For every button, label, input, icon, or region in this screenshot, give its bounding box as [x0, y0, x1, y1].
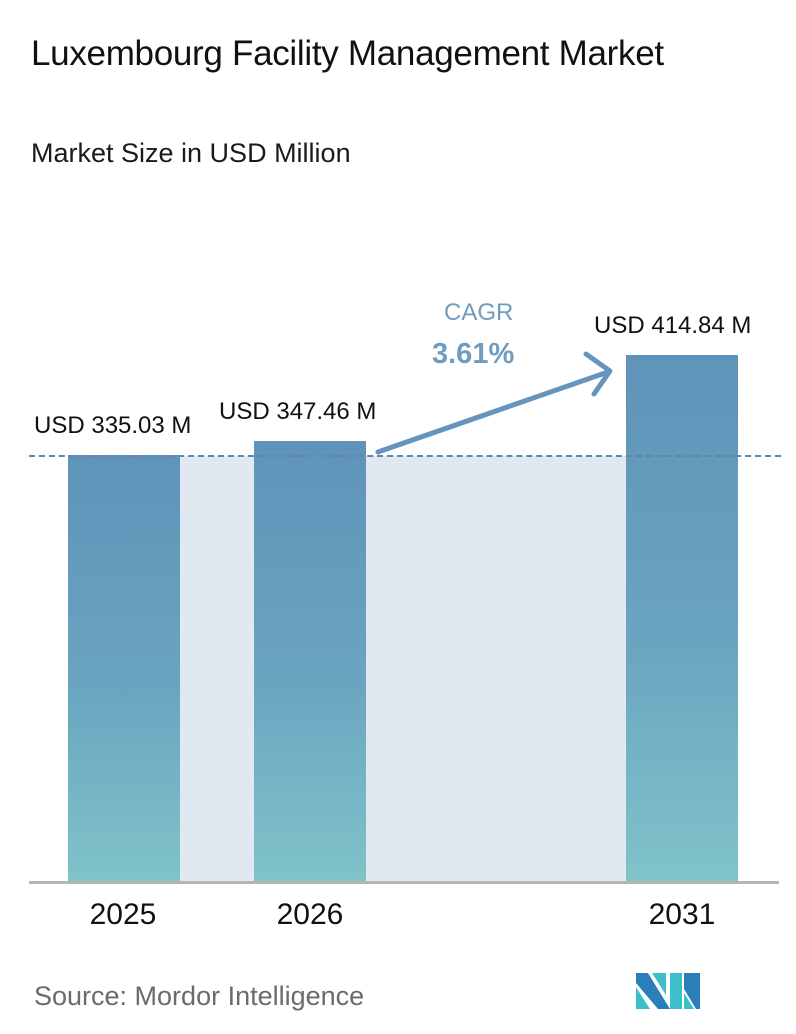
bar-2031: [626, 355, 738, 882]
bar-2025: [68, 455, 180, 882]
x-axis-line: [29, 881, 779, 884]
chart-subtitle: Market Size in USD Million: [31, 138, 351, 168]
value-label-2026: USD 347.46 M: [219, 398, 377, 425]
cagr-value: 3.61%: [432, 338, 515, 370]
x-tick-2026: 2026: [276, 898, 344, 931]
growth-band: [179, 456, 626, 882]
mordor-intelligence-logo-icon: [636, 973, 700, 1009]
growth-arrow-icon: [375, 351, 613, 455]
cagr-label: CAGR: [444, 299, 514, 326]
x-tick-2025: 2025: [89, 898, 157, 931]
source-text: Source: Mordor Intelligence: [34, 981, 365, 1011]
chart-title: Luxembourg Facility Management Market: [31, 34, 664, 73]
reference-dashed-line: [29, 455, 781, 457]
x-tick-2031: 2031: [648, 898, 716, 931]
bar-2026: [254, 441, 366, 882]
value-label-2031: USD 414.84 M: [594, 312, 752, 339]
value-label-2025: USD 335.03 M: [34, 412, 192, 439]
